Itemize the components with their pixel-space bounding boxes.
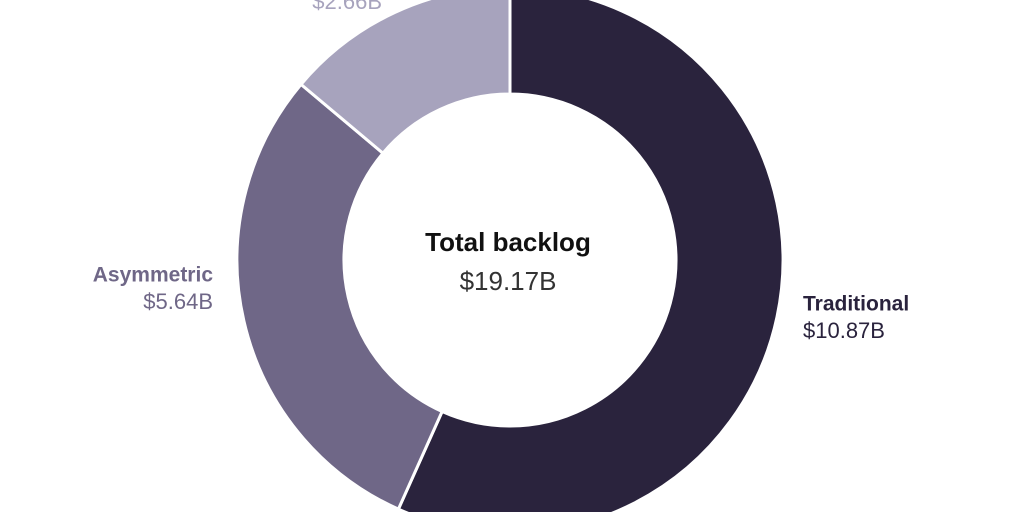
slice [235, 82, 445, 512]
center-label: $19.17B [460, 266, 557, 296]
center-title: Total backlog [425, 227, 591, 257]
slice [298, 0, 512, 156]
slice [396, 0, 785, 512]
slice-name: Asymmetric [93, 264, 214, 287]
slice-name: Traditional [803, 293, 909, 316]
value-label: $5.64B [143, 289, 213, 314]
slices [235, 0, 785, 512]
value-label: $2.66B [312, 0, 382, 14]
value-label: $10.87B [803, 318, 885, 343]
